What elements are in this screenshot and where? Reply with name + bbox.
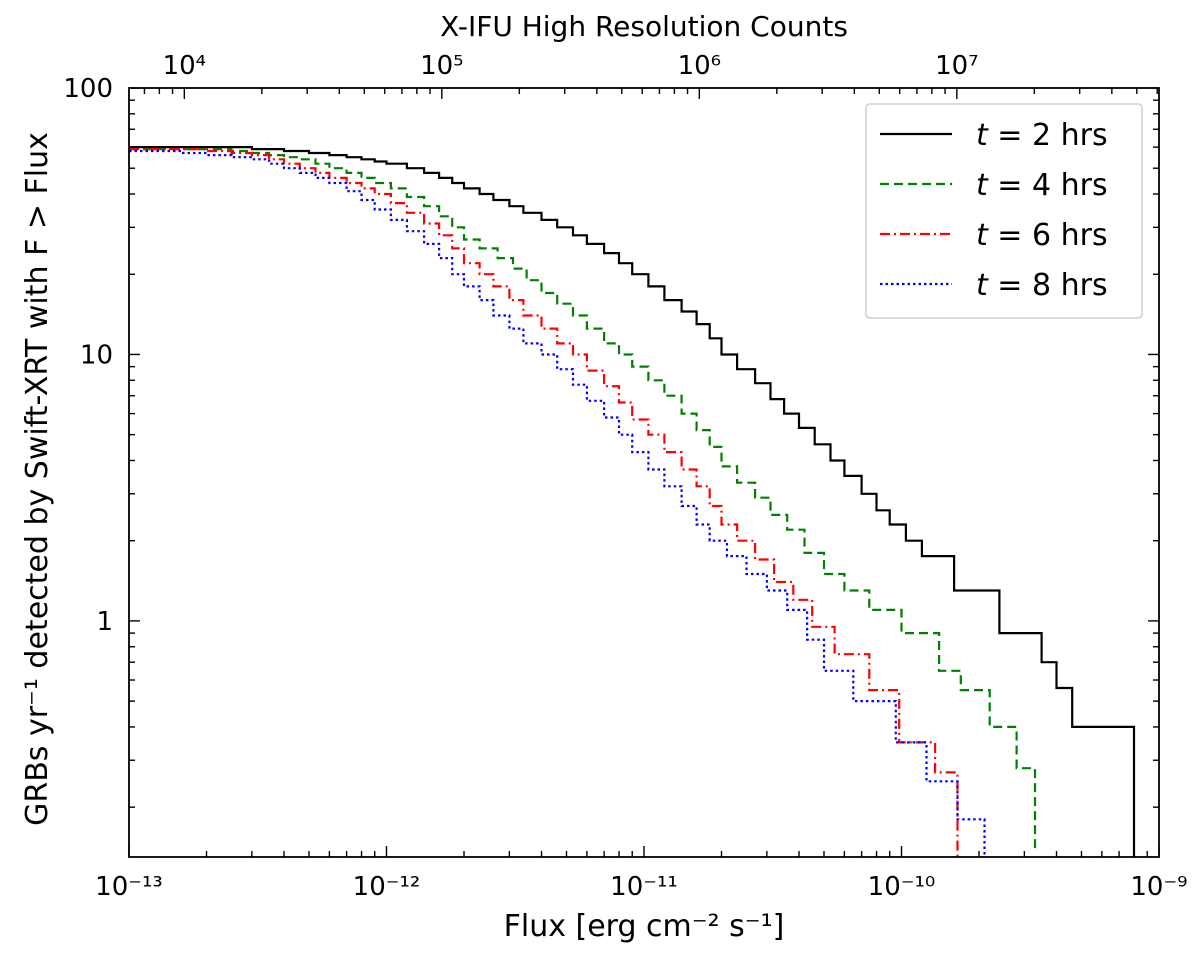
y-tick-label: 10: [80, 340, 113, 370]
x-tick-label: 10⁻¹²: [353, 872, 421, 902]
x-tick-label: 10⁻¹¹: [610, 872, 678, 902]
legend-label: t = 6 hrs: [976, 218, 1108, 253]
series-layer: [129, 146, 1136, 857]
series-line-t-8-hrs: [129, 149, 986, 857]
top-tick-label: 10⁵: [420, 51, 464, 81]
legend-label: t = 2 hrs: [976, 118, 1108, 153]
legend-label: t = 8 hrs: [976, 268, 1108, 303]
y-tick-label: 100: [63, 74, 113, 104]
legend: t = 2 hrs t = 4 hrs t = 6 hrs t = 8 hrs: [865, 103, 1143, 319]
top-tick-label: 10⁷: [935, 51, 979, 81]
x-tick-label: 10⁻¹⁰: [868, 872, 936, 902]
top-axis-title: X-IFU High Resolution Counts: [440, 10, 848, 43]
series-line-t-4-hrs: [129, 148, 1037, 850]
x-axis-label: Flux [erg cm⁻² s⁻¹]: [504, 909, 785, 944]
series-line-t-2-hrs: [129, 146, 1136, 857]
tick-layer: 10⁻¹³ 10⁻¹² 10⁻¹¹ 10⁻¹⁰ 10⁻⁹ 1 10 100 10⁴ 10⁵ 10⁶ 1…: [63, 51, 1187, 902]
series-line-t-6-hrs: [129, 148, 959, 857]
x-tick-label: 10⁻¹³: [95, 872, 163, 902]
top-tick-label: 10⁴: [163, 51, 207, 81]
plot-frame: [128, 87, 1160, 858]
x-tick-label: 10⁻⁹: [1130, 872, 1187, 902]
top-tick-label: 10⁶: [678, 51, 722, 81]
y-axis-label: GRBs yr⁻¹ detected by Swift-XRT with F >…: [20, 132, 55, 826]
legend-label: t = 4 hrs: [976, 168, 1108, 203]
y-tick-label: 1: [96, 607, 113, 637]
legend-box: [865, 103, 1143, 319]
